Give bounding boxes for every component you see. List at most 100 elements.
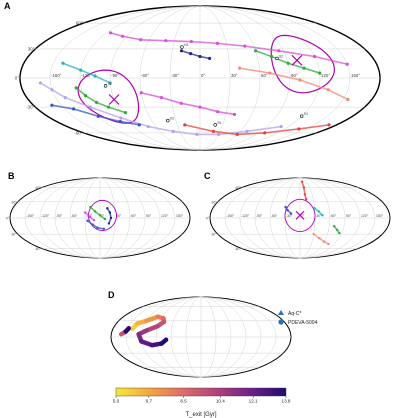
annotation-label: S2 [279,54,283,58]
longitude-tick-label: 60° [331,214,337,218]
annotation-label: S5 [217,121,221,125]
meridian-line [299,177,346,259]
panel-d [110,296,292,378]
track-segment [121,35,142,41]
track-segment [217,130,248,136]
track-segment [64,96,92,108]
annotation-marker [299,114,304,118]
colorbar-gradient [115,387,287,397]
colorbar-tick-label: 5.0 [113,399,120,404]
track-segment [244,45,280,52]
track-segment [139,38,167,42]
meridian-line [170,296,202,378]
longitude-tick-label: 90° [146,214,152,218]
longitude-tick-label: -90° [256,214,263,218]
track-segment [270,55,289,65]
panel-label-d: D [108,290,115,300]
region-circle [77,69,140,124]
track-point [208,56,212,61]
track-segment [199,106,219,113]
annotation-label: S4 [304,112,308,116]
track-point [137,123,141,127]
track-segment [79,69,96,77]
track [108,31,349,66]
longitude-tick-label: 60° [261,73,268,78]
latitude-tick-label: -60° [74,130,82,135]
track-segment [164,39,193,43]
track-point [103,217,107,221]
legend: Aq-C* PDEVA-5004 [278,310,318,326]
track [89,205,107,221]
colorbar-ticks: 5.0 6.7 8.5 10.4 12.1 13.8 [113,396,291,404]
latitude-tick-label: 30° [12,200,18,204]
legend-circle-icon [278,319,284,325]
track [106,206,113,225]
longitude-tick-label: -60° [271,214,278,218]
track-point [318,71,322,75]
track [74,86,128,115]
track [139,91,237,117]
latitude-tick-label: 30° [28,46,35,51]
track [253,49,322,75]
latitude-tick-label: -30° [10,233,17,237]
region-circle [284,198,316,232]
annotation-marker [275,56,279,61]
meridian-line [69,177,101,259]
longitude-tick-label: -150° [226,214,235,218]
longitude-tick-label: 60° [131,214,137,218]
longitude-tick-label: -120° [241,214,250,218]
longitude-tick-label: 30° [316,214,322,218]
meridian-line [109,5,201,151]
track [38,81,283,136]
track-segment [172,130,198,136]
meridian-line [99,177,176,259]
meridian-line [299,177,331,259]
track-segment [189,52,201,58]
track-segment [180,102,201,108]
latitude-tick-label: 60° [236,186,242,190]
meridian-line [299,177,376,259]
track-point [123,111,128,115]
track-segment [287,62,305,69]
panel-b: -150° -120° -90° -60° -30° 0° 30° 60° 90° 120° 150… [6,177,191,259]
annotation-label: S3 [170,117,174,121]
meridian-line [99,177,131,259]
track-segment [263,128,300,134]
colorbar-tick-label: 13.8 [282,399,291,404]
meridian-line [99,177,161,259]
track-segment [190,40,219,45]
colorbar-tick-label: 8.5 [180,399,187,404]
meridian-line [185,296,202,378]
track [118,326,132,337]
annotation-label: S1 [108,82,112,86]
track [130,314,169,348]
meridian-line [199,5,321,151]
track-segment [97,115,122,123]
panel-label-a: A [4,1,11,11]
meridian-line [224,177,301,259]
meridian-line [299,177,361,259]
longitude-tick-label: 90° [346,214,352,218]
track-segment [313,55,349,66]
latitude-tick-label: 0° [6,217,10,221]
meridian-line [200,296,247,378]
track-segment [199,55,211,60]
latitude-tick-label: 60° [36,186,42,190]
meridian-line [139,5,201,151]
longitude-tick-label: -30° [286,214,293,218]
track-point [321,214,324,217]
longitude-tick-label: 30° [116,214,122,218]
track-point [346,97,350,102]
meridian-line [199,5,351,151]
annotation-marker [166,118,170,123]
track-segment [84,94,98,104]
latitude-tick-label: 0° [15,76,19,81]
track [333,224,341,235]
track-segment [39,82,53,91]
meridian-line [49,5,201,151]
longitude-tick-label: -120° [41,214,50,218]
track-point [345,62,349,66]
latitude-tick-label: -60° [234,247,241,251]
longitude-tick-label: 90° [291,73,298,78]
legend-label-1: Aq-C* [288,311,301,317]
